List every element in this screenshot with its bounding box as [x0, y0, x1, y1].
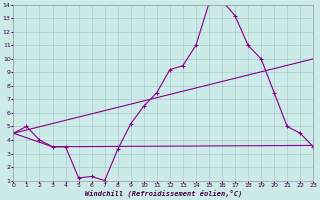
X-axis label: Windchill (Refroidissement éolien,°C): Windchill (Refroidissement éolien,°C) [85, 190, 242, 197]
